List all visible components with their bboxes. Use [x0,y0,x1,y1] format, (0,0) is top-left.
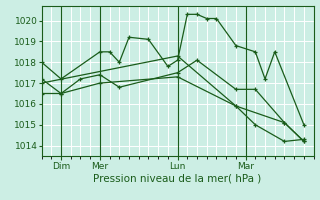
X-axis label: Pression niveau de la mer( hPa ): Pression niveau de la mer( hPa ) [93,173,262,183]
